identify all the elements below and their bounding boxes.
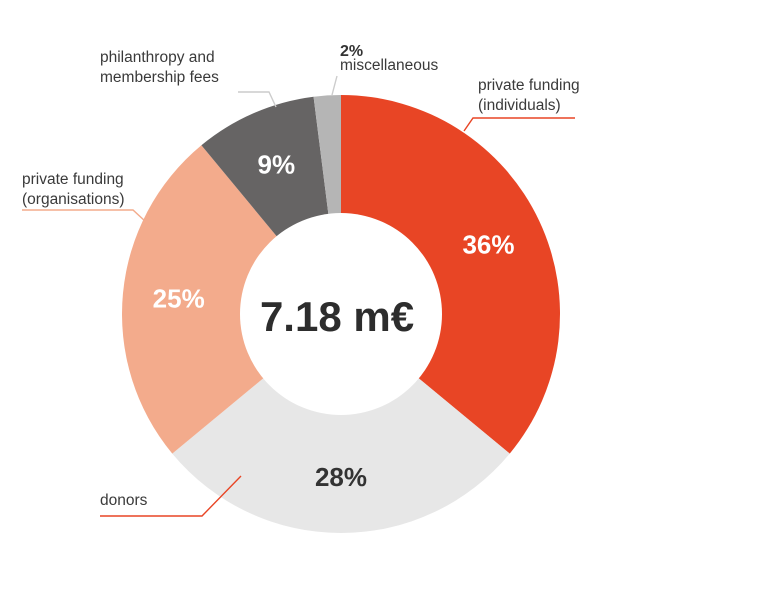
callout-label-line: donors bbox=[100, 492, 148, 509]
slice-value-private-funding-organisations: 25% bbox=[153, 284, 205, 314]
callout-private-funding-individuals: private funding (individuals) bbox=[463, 77, 580, 132]
callout-line-philanthropy-and-membership-fees bbox=[238, 91, 277, 108]
callout-label-line: (organisations) bbox=[22, 191, 125, 208]
slice-value-donors: 28% bbox=[315, 462, 367, 492]
callout-label-private-funding-organisations: private funding (organisations) bbox=[22, 171, 125, 208]
center-total-label: 7.18 m€ bbox=[260, 293, 414, 340]
donut-hole bbox=[240, 213, 442, 415]
callout-label-line: (individuals) bbox=[478, 97, 561, 114]
slice-value-private-funding-individuals: 36% bbox=[462, 230, 514, 260]
callout-line-private-funding-organisations bbox=[22, 209, 147, 223]
callout-label-miscellaneous: miscellaneous bbox=[340, 57, 438, 74]
callout-value-miscellaneous: 2% bbox=[340, 43, 363, 60]
callout-label-philanthropy-and-membership-fees: philanthropy and membership fees bbox=[100, 49, 219, 86]
callout-label-line: membership fees bbox=[100, 69, 219, 86]
slice-callouts: private funding (individuals) donors privat… bbox=[22, 43, 580, 517]
callout-label-line: philanthropy and bbox=[100, 49, 215, 66]
callout-label-private-funding-individuals: private funding (individuals) bbox=[478, 77, 580, 114]
callout-donors: donors bbox=[100, 475, 242, 517]
slice-value-labels: 36% 28% 25% 9% bbox=[153, 149, 515, 492]
slice-private-funding-individuals bbox=[341, 95, 561, 454]
callout-label-line: private funding bbox=[478, 77, 580, 94]
callout-private-funding-organisations: private funding (organisations) bbox=[22, 171, 147, 223]
slice-value-philanthropy-and-membership-fees: 9% bbox=[258, 149, 296, 179]
callout-label-line: miscellaneous bbox=[340, 57, 438, 74]
callout-label-line: private funding bbox=[22, 171, 124, 188]
callout-philanthropy-and-membership-fees: philanthropy and membership fees bbox=[100, 49, 277, 108]
slice-donors bbox=[172, 314, 510, 534]
callout-miscellaneous: 2%miscellaneous bbox=[331, 43, 438, 96]
slice-private-funding-organisations bbox=[121, 145, 341, 454]
callout-line-miscellaneous bbox=[331, 75, 338, 96]
callout-label-donors: donors bbox=[100, 492, 148, 509]
callout-line-private-funding-individuals bbox=[463, 117, 575, 132]
callout-line-donors bbox=[100, 475, 242, 517]
